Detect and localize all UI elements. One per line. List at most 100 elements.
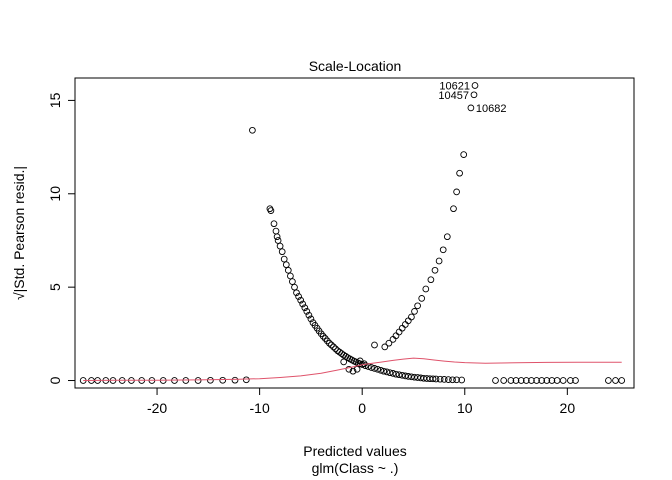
y-tick-label: 15 (47, 92, 63, 108)
x-axis: -20 -10 0 10 20 (147, 387, 575, 416)
data-point (427, 276, 435, 284)
data-point (303, 308, 311, 315)
data-point (612, 377, 619, 384)
data-point (284, 266, 292, 274)
data-point (533, 377, 540, 384)
data-point (389, 336, 397, 343)
data-point (559, 377, 567, 384)
data-point (368, 364, 375, 371)
data-point (377, 366, 385, 374)
data-point (332, 345, 339, 353)
data-point (326, 339, 333, 347)
data-point (567, 377, 574, 384)
data-point (330, 343, 337, 351)
data-point (507, 377, 515, 384)
data-point (301, 304, 309, 312)
data-point (449, 376, 456, 384)
data-point (297, 296, 305, 304)
data-point (572, 377, 579, 384)
data-point (273, 233, 281, 241)
data-point (274, 237, 282, 244)
data-point (282, 261, 290, 269)
data-point (398, 324, 406, 332)
data-point (528, 377, 535, 384)
data-point (492, 377, 499, 384)
data-point (429, 375, 437, 383)
data-point (328, 341, 335, 349)
data-point (450, 205, 457, 213)
point-label: 10682 (476, 103, 507, 115)
model-formula-label: glm(Class ~ .) (312, 460, 399, 476)
y-axis-label: √|Std. Pearson resid.| (11, 166, 27, 300)
data-point (272, 227, 280, 235)
point-label: 10457 (438, 90, 469, 102)
data-point (395, 328, 403, 336)
data-point (404, 373, 412, 380)
data-point (383, 368, 391, 376)
chart-title: Scale-Location (309, 58, 402, 74)
data-point (401, 321, 409, 328)
x-tick-label: -20 (147, 400, 167, 416)
data-point (411, 373, 418, 381)
x-tick-label: 10 (457, 400, 473, 416)
data-point (360, 360, 368, 368)
data-point (548, 377, 556, 384)
data-point (439, 246, 447, 254)
data-points (79, 82, 626, 384)
data-point (408, 373, 415, 381)
data-point (445, 376, 452, 383)
data-point (207, 376, 214, 384)
data-point (470, 91, 478, 99)
data-point (349, 367, 357, 375)
y-tick-label: 5 (47, 283, 63, 291)
data-point (307, 315, 315, 323)
data-point (471, 82, 479, 89)
data-point (278, 248, 286, 256)
data-point (340, 358, 348, 366)
data-point (270, 220, 278, 228)
data-point (512, 377, 520, 384)
data-point (280, 255, 288, 263)
data-point (500, 377, 508, 384)
data-point (194, 377, 202, 384)
data-point (453, 188, 460, 196)
data-point (299, 300, 307, 308)
data-point (458, 376, 466, 384)
data-point (319, 332, 327, 340)
data-point (392, 370, 400, 378)
data-point (374, 365, 381, 373)
plot-frame (74, 77, 635, 389)
data-point (267, 207, 275, 214)
data-point (345, 365, 353, 373)
data-point (453, 376, 460, 384)
data-point (618, 377, 626, 384)
data-point (395, 371, 403, 379)
smooth-line (83, 357, 622, 381)
data-point (381, 343, 389, 351)
data-point (219, 376, 227, 384)
data-point (436, 375, 444, 383)
data-point (287, 272, 294, 280)
data-point (385, 339, 393, 347)
data-point (467, 104, 475, 112)
data-point (289, 278, 296, 285)
data-point (295, 293, 302, 300)
data-point (456, 169, 463, 177)
data-point (404, 317, 412, 325)
data-point (398, 371, 406, 379)
data-point (517, 377, 525, 384)
data-point (435, 257, 443, 265)
data-point (305, 311, 313, 319)
data-point (380, 367, 388, 375)
data-point (371, 365, 378, 372)
data-point (291, 283, 298, 291)
data-point (440, 376, 448, 383)
data-point (418, 295, 426, 302)
smooth-line-path (83, 357, 622, 381)
data-point (242, 376, 250, 384)
data-point (389, 370, 397, 377)
data-point (414, 302, 421, 310)
y-tick-label: 0 (47, 376, 63, 384)
data-point (371, 341, 378, 349)
